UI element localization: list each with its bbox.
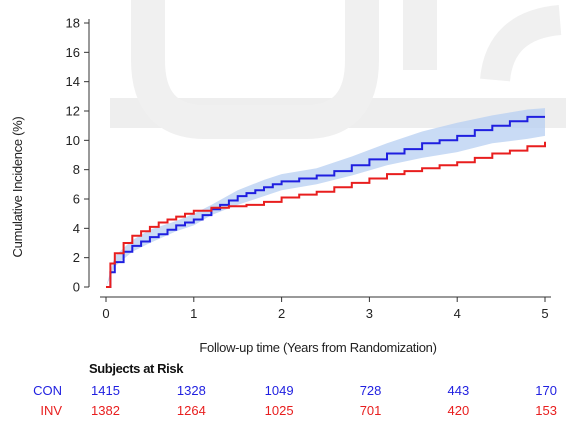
series-line-inv	[106, 141, 546, 288]
y-tick-label-2: 2	[73, 250, 80, 265]
x-tick-label-2: 2	[278, 306, 285, 321]
risk-count-con-0: 1415	[91, 383, 120, 398]
series-line-con	[106, 115, 545, 288]
risk-count-con-5: 170	[535, 383, 557, 398]
x-axis-title: Follow-up time (Years from Randomization…	[199, 340, 436, 355]
risk-row-label-con: CON	[33, 383, 62, 398]
y-tick-label-18: 18	[66, 16, 80, 31]
y-tick-label-8: 8	[73, 162, 80, 177]
y-tick-label-14: 14	[66, 74, 80, 89]
risk-count-inv-0: 1382	[91, 403, 120, 418]
y-tick-label-0: 0	[73, 280, 80, 295]
risk-count-con-3: 728	[360, 383, 382, 398]
x-tick-label-3: 3	[366, 306, 373, 321]
x-tick-label-1: 1	[190, 306, 197, 321]
y-tick-label-12: 12	[66, 104, 80, 119]
risk-count-con-4: 443	[447, 383, 469, 398]
y-tick-label-16: 16	[66, 45, 80, 60]
risk-table: Subjects at Risk CON 1415 1328 1049 728 443 17…	[33, 361, 557, 418]
risk-table-title: Subjects at Risk	[89, 361, 184, 376]
risk-count-inv-5: 153	[535, 403, 557, 418]
risk-count-con-1: 1328	[177, 383, 206, 398]
plot-area	[106, 108, 546, 288]
risk-count-con-2: 1049	[265, 383, 294, 398]
x-tick-label-0: 0	[102, 306, 109, 321]
background-watermark	[110, 0, 566, 139]
risk-count-inv-3: 701	[360, 403, 382, 418]
x-tick-label-4: 4	[454, 306, 461, 321]
y-tick-label-10: 10	[66, 133, 80, 148]
risk-count-inv-2: 1025	[265, 403, 294, 418]
y-tick-label-4: 4	[73, 221, 80, 236]
risk-row-label-inv: INV	[40, 403, 62, 418]
risk-count-inv-4: 420	[447, 403, 469, 418]
risk-count-inv-1: 1264	[177, 403, 206, 418]
confidence-band	[106, 108, 545, 287]
y-tick-label-6: 6	[73, 192, 80, 207]
x-tick-label-5: 5	[541, 306, 548, 321]
y-axis-title: Cumulative Incidence (%)	[10, 117, 25, 258]
